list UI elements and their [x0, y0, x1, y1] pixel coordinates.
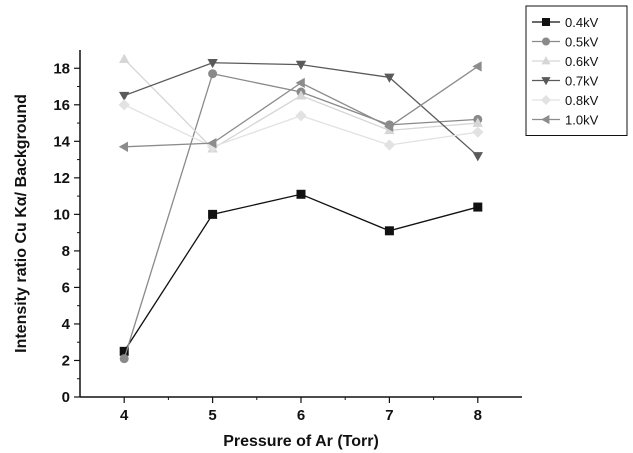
data-point [119, 91, 130, 102]
legend-marker [542, 18, 550, 26]
legend-item: 0.8kV [532, 93, 599, 108]
series-0.4kV [119, 189, 483, 356]
series-line [123, 193, 478, 352]
data-point [208, 69, 218, 79]
y-tick-label: 10 [53, 206, 70, 223]
legend-label: 0.7kV [565, 74, 599, 89]
legend-item: 0.6kV [532, 54, 599, 69]
data-point [295, 60, 307, 71]
legend-label: 1.0kV [565, 113, 599, 128]
data-point [208, 209, 218, 219]
series-line [123, 58, 478, 150]
data-point [383, 139, 396, 151]
data-point [295, 110, 307, 122]
x-tick-label: 5 [208, 407, 216, 424]
y-tick-label: 12 [53, 170, 70, 187]
data-point [384, 121, 394, 132]
y-tick-label: 0 [62, 389, 70, 406]
y-tick-label: 18 [53, 60, 70, 77]
legend-marker [541, 77, 551, 86]
y-tick-label: 6 [62, 279, 70, 296]
data-point [119, 346, 129, 356]
legend-label: 0.4kV [565, 15, 599, 30]
legend-box [525, 5, 628, 136]
legend-item: 1.0kV [532, 113, 599, 128]
data-point [295, 77, 305, 89]
x-tick-label: 7 [385, 407, 393, 424]
data-point [207, 137, 217, 149]
series-1.0kV [118, 61, 482, 152]
legend-item: 0.5kV [532, 35, 599, 50]
data-point [472, 117, 483, 127]
data-point [118, 99, 130, 111]
data-point [472, 152, 483, 162]
series-line [124, 65, 479, 148]
data-point [119, 53, 130, 63]
legend-item: 0.4kV [532, 15, 599, 30]
data-point [118, 141, 129, 152]
axes: 0 2 4 6 8 10 12 14 16 18 4 5 6 7 8 [53, 50, 522, 424]
data-point [207, 58, 218, 69]
legend-marker [541, 95, 551, 105]
series-line [123, 62, 479, 157]
data-point [472, 126, 484, 138]
legend-label: 0.8kV [565, 93, 599, 108]
y-tick-label: 4 [62, 316, 71, 333]
y-tick-label: 2 [62, 352, 70, 369]
series-0.7kV [119, 58, 483, 162]
data-point [119, 354, 129, 364]
data-point [296, 189, 306, 199]
legend-label: 0.5kV [565, 35, 599, 50]
data-point [384, 226, 394, 236]
legend-marker [542, 37, 550, 46]
y-axis-title: Intensity ratio Cu Kα/ Background [13, 94, 30, 353]
legend-marker [541, 114, 550, 125]
legend-item: 0.7kV [532, 74, 599, 89]
x-tick-label: 8 [474, 407, 482, 424]
data-point [472, 61, 482, 72]
data-point [473, 202, 483, 212]
y-tick-label: 8 [62, 243, 70, 260]
x-tick-label: 6 [297, 407, 305, 424]
legend-marker [541, 56, 551, 65]
legend-label: 0.6kV [565, 54, 599, 69]
legend: 0.4kV 0.5kV 0.6kV 0.7kV 0.8kV 1.0kV [525, 5, 628, 136]
data-point [384, 73, 395, 83]
y-tick-label: 16 [53, 97, 70, 114]
series-layer [118, 53, 484, 364]
series-0.8kV [118, 99, 484, 153]
data-point [295, 90, 307, 100]
x-axis-title: Pressure of Ar (Torr) [223, 433, 379, 450]
y-tick-label: 14 [53, 133, 70, 150]
x-tick-label: 4 [120, 407, 129, 424]
